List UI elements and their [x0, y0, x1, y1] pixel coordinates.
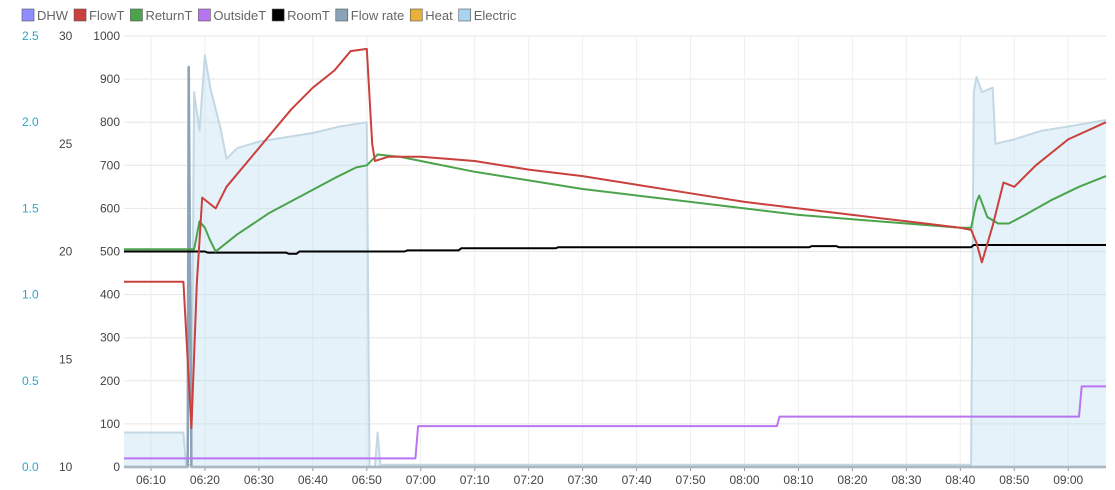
y-tick-power: 0 — [113, 460, 120, 474]
y-tick-flow-rate: 0.5 — [22, 374, 39, 388]
x-tick-label: 08:30 — [891, 473, 921, 487]
y-tick-power: 400 — [100, 288, 120, 302]
series-returnt-line — [124, 153, 1107, 253]
y-tick-flow-rate: 2.5 — [22, 29, 39, 43]
y-tick-flow-rate: 1.5 — [22, 201, 39, 215]
y-tick-temperature: 10 — [59, 460, 73, 474]
x-tick-label: 06:50 — [352, 473, 382, 487]
x-tick-label: 07:20 — [514, 473, 544, 487]
legend-label-electric: Electric — [474, 8, 517, 23]
y-tick-power: 600 — [100, 201, 120, 215]
series-outsidet-line — [124, 385, 1106, 460]
x-tick-label: 08:50 — [999, 473, 1029, 487]
y-tick-flow-rate: 2.0 — [22, 115, 39, 129]
y-tick-power: 1000 — [93, 29, 120, 43]
y-tick-flow-rate: 1.0 — [22, 288, 39, 302]
x-tick-label: 09:00 — [1053, 473, 1083, 487]
x-tick-label: 07:50 — [676, 473, 706, 487]
y-tick-temperature: 15 — [59, 352, 73, 366]
legend-label-roomt: RoomT — [287, 8, 330, 23]
legend-label-heat: Heat — [425, 8, 453, 23]
y-tick-temperature: 30 — [59, 29, 73, 43]
series-electric-line — [124, 54, 1107, 468]
x-tick-label: 07:40 — [622, 473, 652, 487]
y-tick-flow-rate: 0.0 — [22, 460, 39, 474]
y-tick-power: 800 — [100, 115, 120, 129]
x-tick-label: 07:30 — [568, 473, 598, 487]
y-tick-power: 700 — [100, 158, 120, 172]
series-electric-area — [124, 55, 1106, 468]
legend-swatch-roomt — [271, 8, 285, 22]
legend-swatch-flowt — [73, 8, 87, 22]
x-tick-label: 06:10 — [136, 473, 166, 487]
y-tick-temperature: 25 — [59, 137, 73, 151]
x-tick-label: 07:10 — [460, 473, 490, 487]
legend-label-flow-rate: Flow rate — [351, 8, 404, 23]
x-tick-label: 08:20 — [837, 473, 867, 487]
series-flowt-line — [124, 47, 1107, 430]
y-tick-temperature: 20 — [59, 245, 73, 259]
x-tick-label: 06:30 — [244, 473, 274, 487]
y-tick-power: 500 — [100, 245, 120, 259]
y-tick-power: 100 — [100, 417, 120, 431]
legend-label-flowt: FlowT — [89, 8, 124, 23]
legend-label-dhw: DHW — [37, 8, 69, 23]
x-tick-label: 08:10 — [783, 473, 813, 487]
x-tick-label: 08:00 — [729, 473, 759, 487]
y-tick-power: 200 — [100, 374, 120, 388]
legend-label-returnt: ReturnT — [145, 8, 192, 23]
legend-swatch-dhw — [21, 8, 35, 22]
series-roomt-line — [124, 244, 1106, 255]
legend-label-outsidet: OutsideT — [213, 8, 266, 23]
legend-swatch-electric — [458, 8, 472, 22]
x-tick-label: 08:40 — [945, 473, 975, 487]
legend-swatch-outsidet — [198, 8, 211, 22]
x-tick-label: 06:40 — [298, 473, 328, 487]
y-tick-power: 300 — [100, 331, 120, 345]
y-tick-power: 900 — [100, 72, 120, 86]
legend-swatch-flow-rate — [335, 8, 349, 22]
x-tick-label: 06:20 — [190, 473, 220, 487]
legend-swatch-returnt — [130, 8, 143, 22]
x-tick-label: 07:00 — [406, 473, 436, 487]
legend-swatch-heat — [409, 8, 423, 22]
